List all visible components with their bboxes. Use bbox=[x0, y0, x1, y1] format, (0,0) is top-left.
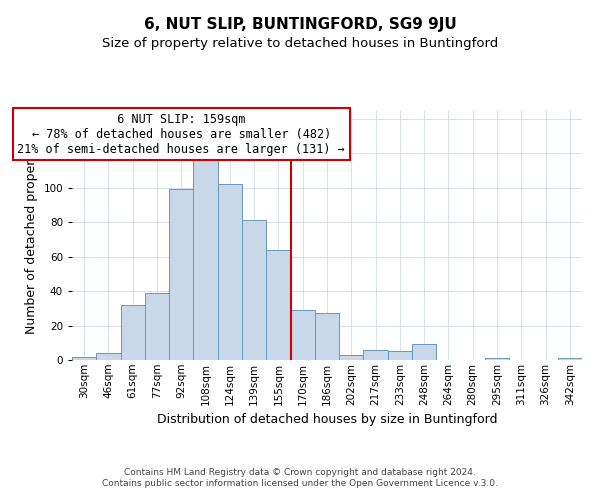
Bar bbox=[558, 358, 582, 360]
Bar bbox=[193, 158, 218, 360]
Bar bbox=[242, 220, 266, 360]
Bar bbox=[169, 190, 193, 360]
Bar bbox=[485, 358, 509, 360]
Y-axis label: Number of detached properties: Number of detached properties bbox=[25, 136, 38, 334]
Bar bbox=[290, 310, 315, 360]
Bar bbox=[266, 250, 290, 360]
Text: 6, NUT SLIP, BUNTINGFORD, SG9 9JU: 6, NUT SLIP, BUNTINGFORD, SG9 9JU bbox=[143, 18, 457, 32]
Text: 6 NUT SLIP: 159sqm  
← 78% of detached houses are smaller (482)
21% of semi-deta: 6 NUT SLIP: 159sqm ← 78% of detached hou… bbox=[17, 112, 345, 156]
Bar bbox=[145, 293, 169, 360]
Bar bbox=[315, 314, 339, 360]
Bar bbox=[121, 305, 145, 360]
Bar bbox=[388, 352, 412, 360]
Bar bbox=[72, 356, 96, 360]
Text: Contains HM Land Registry data © Crown copyright and database right 2024.
Contai: Contains HM Land Registry data © Crown c… bbox=[102, 468, 498, 487]
Bar bbox=[364, 350, 388, 360]
Text: Size of property relative to detached houses in Buntingford: Size of property relative to detached ho… bbox=[102, 38, 498, 51]
X-axis label: Distribution of detached houses by size in Buntingford: Distribution of detached houses by size … bbox=[157, 413, 497, 426]
Bar bbox=[96, 353, 121, 360]
Bar bbox=[339, 355, 364, 360]
Bar bbox=[412, 344, 436, 360]
Bar bbox=[218, 184, 242, 360]
